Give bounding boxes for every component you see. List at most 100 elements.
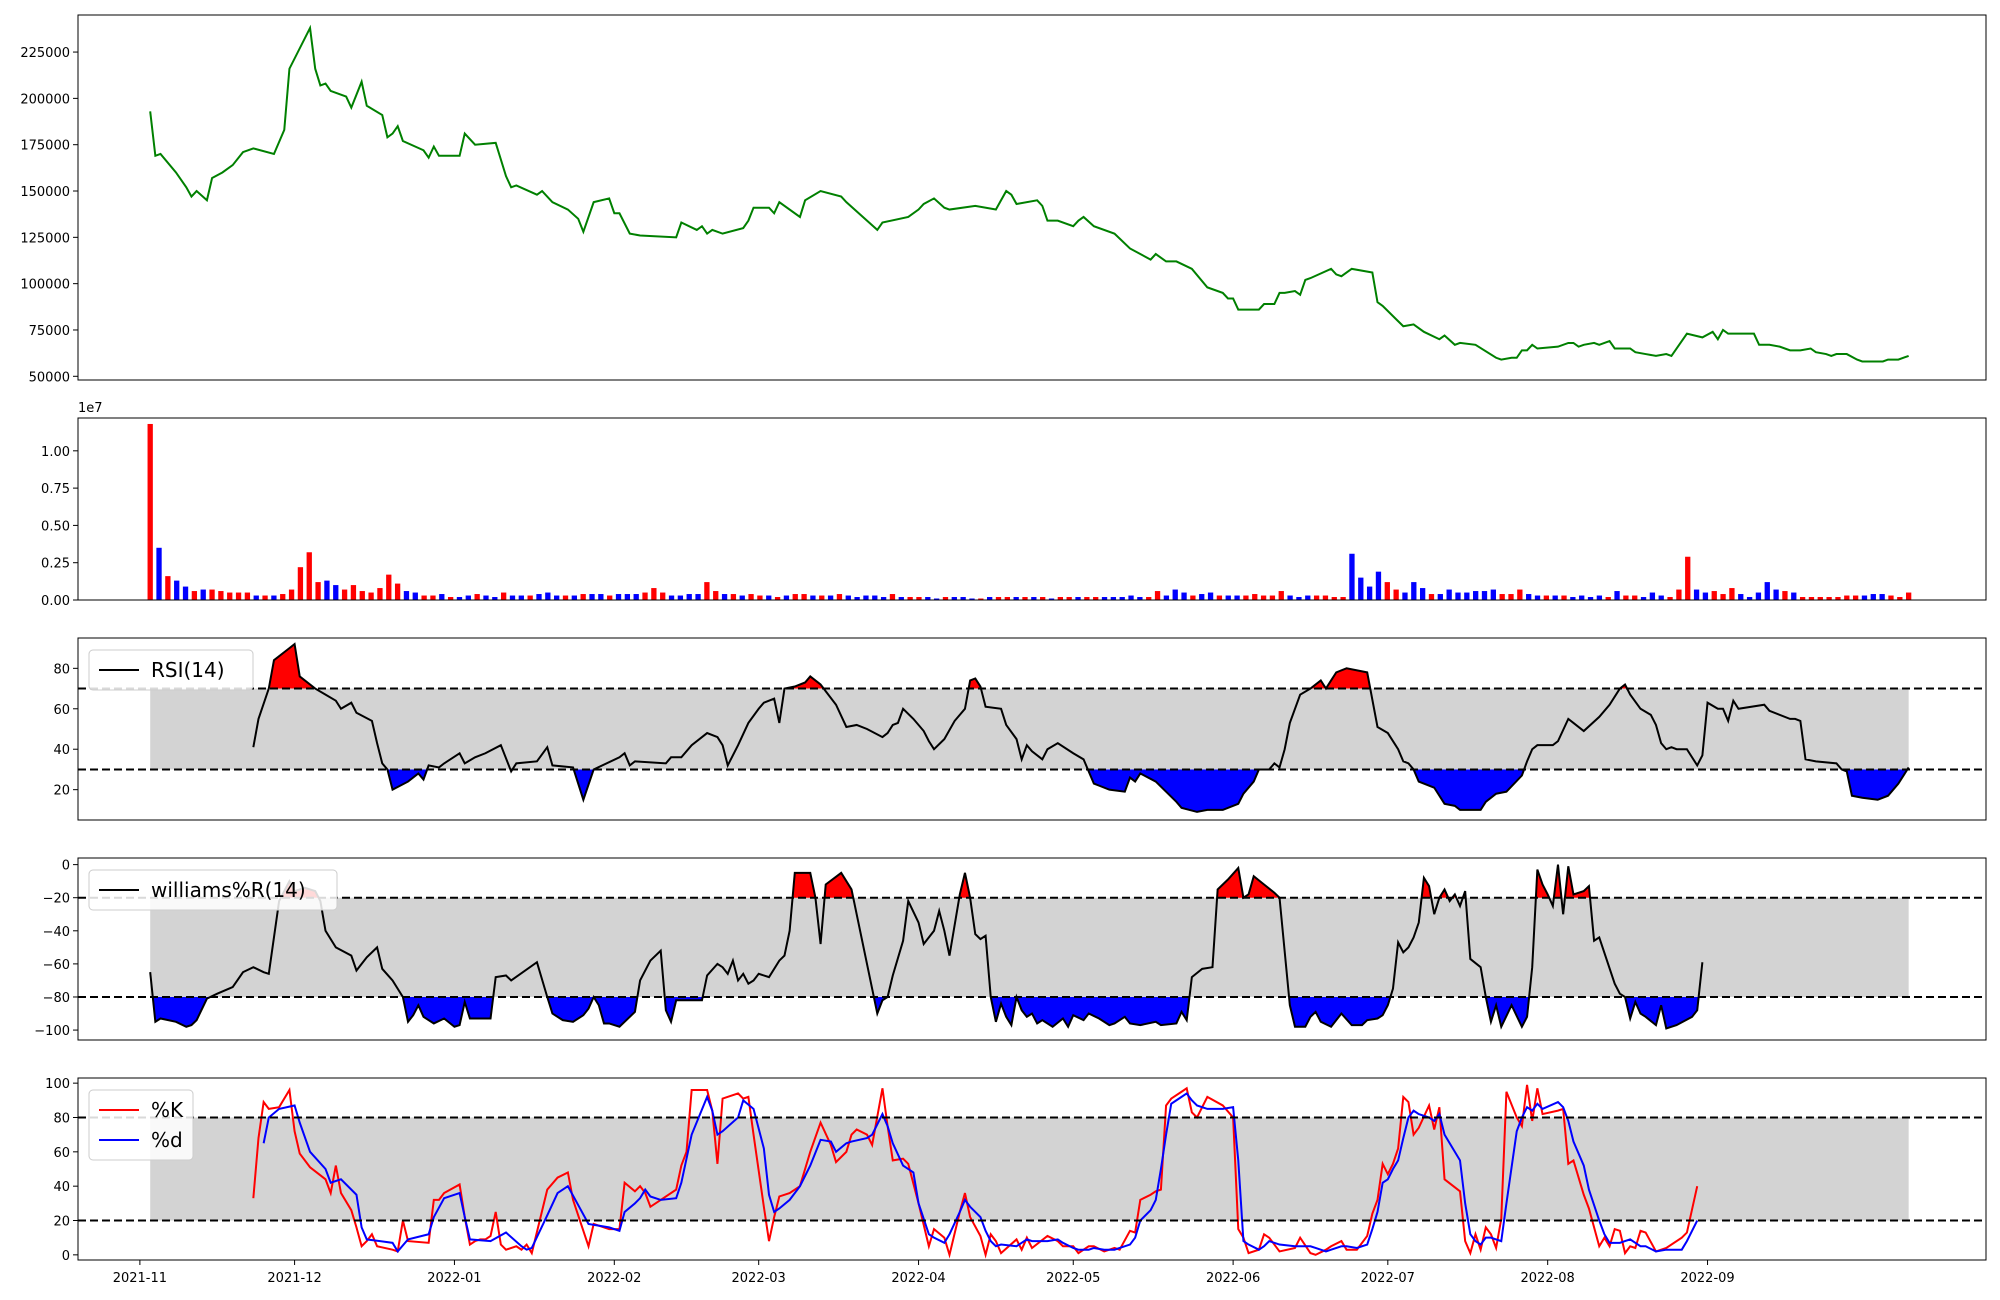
volume-bar bbox=[995, 597, 1002, 600]
volume-bar bbox=[1693, 589, 1700, 600]
volume-bar bbox=[1084, 597, 1090, 600]
stochastic-legend-label: %d bbox=[151, 1128, 183, 1152]
stochastic-d-line bbox=[262, 1092, 1699, 1254]
volume-bar bbox=[1720, 594, 1726, 600]
volume-bar bbox=[969, 598, 975, 600]
volume-bar bbox=[297, 567, 304, 600]
x-tick-label: 2021-12 bbox=[267, 1271, 321, 1286]
x-tick-label: 2022-05 bbox=[1046, 1271, 1100, 1286]
volume-bar bbox=[677, 595, 684, 600]
volume-bar bbox=[333, 585, 339, 600]
volume-bar bbox=[386, 574, 392, 600]
x-tick-label: 2022-06 bbox=[1206, 1271, 1260, 1286]
volume-bar bbox=[1738, 594, 1744, 600]
williams-ytick-label: −80 bbox=[43, 991, 70, 1006]
rsi-ytick-label: 80 bbox=[53, 662, 70, 677]
volume-bar bbox=[1278, 591, 1284, 600]
stochastic-legend-box bbox=[88, 1089, 194, 1161]
price-ytick-label: 100000 bbox=[20, 278, 70, 293]
price-ytick-label: 225000 bbox=[20, 46, 70, 61]
stochastic-ytick-label: 100 bbox=[45, 1077, 70, 1092]
stochastic-axes-frame bbox=[77, 1077, 1987, 1261]
volume-bar bbox=[1181, 592, 1187, 600]
volume-bar bbox=[624, 594, 631, 600]
volume-bar bbox=[1817, 597, 1823, 600]
williams-ytick-label: −20 bbox=[43, 892, 70, 907]
volume-bar bbox=[1384, 582, 1390, 600]
x-tick-label: 2022-07 bbox=[1361, 1271, 1415, 1286]
volume-bar bbox=[987, 597, 993, 600]
volume-bar bbox=[1066, 597, 1072, 600]
volume-bar bbox=[1685, 556, 1691, 600]
volume-bar bbox=[580, 594, 586, 600]
volume-bar bbox=[156, 547, 162, 600]
volume-offset-label: 1e7 bbox=[78, 401, 103, 416]
volume-bar bbox=[854, 597, 860, 600]
williams-panel: 0 −20 −40 −60 −80 −100 williams%R(14) bbox=[34, 857, 1987, 1041]
volume-bar bbox=[147, 423, 153, 600]
x-tick-label: 2022-09 bbox=[1680, 1271, 1734, 1286]
stochastic-ytick-label: 0 bbox=[62, 1249, 70, 1264]
volume-bar bbox=[1437, 594, 1443, 600]
volume-bar bbox=[1048, 598, 1055, 600]
volume-bar bbox=[262, 595, 268, 600]
volume-bar bbox=[660, 592, 666, 600]
price-ytick-label: 150000 bbox=[20, 185, 70, 200]
volume-bar bbox=[1349, 553, 1355, 600]
williams-oversold-fill bbox=[1289, 996, 1391, 1027]
volume-bar bbox=[1340, 597, 1346, 600]
volume-bar bbox=[1667, 597, 1673, 600]
volume-bar bbox=[801, 594, 807, 600]
williams-legend-label: williams%R(14) bbox=[151, 878, 306, 902]
volume-bar bbox=[456, 597, 463, 600]
volume-bar bbox=[1499, 594, 1505, 600]
volume-bar bbox=[244, 592, 251, 600]
volume-bar bbox=[704, 582, 710, 600]
volume-bar bbox=[1393, 589, 1399, 600]
volume-bar bbox=[483, 595, 489, 600]
volume-ytick-label: 0.25 bbox=[41, 557, 70, 572]
volume-bar bbox=[518, 595, 524, 600]
volume-bar bbox=[174, 580, 180, 600]
volume-bar bbox=[359, 591, 365, 600]
volume-bar bbox=[916, 597, 922, 600]
volume-bar bbox=[1561, 595, 1567, 600]
volume-bar bbox=[1614, 591, 1620, 600]
volume-bar bbox=[341, 589, 348, 600]
volume-bar bbox=[880, 597, 887, 600]
volume-bar bbox=[1905, 592, 1912, 600]
volume-bar bbox=[1508, 594, 1514, 600]
volume-bar bbox=[1146, 597, 1152, 600]
volume-bar bbox=[713, 591, 719, 600]
volume-ytick-label: 0.75 bbox=[41, 482, 70, 497]
volume-bar bbox=[1835, 597, 1841, 600]
volume-bar bbox=[757, 595, 763, 600]
volume-bar bbox=[607, 595, 613, 600]
rsi-legend-box bbox=[88, 649, 254, 691]
volume-bar bbox=[1163, 595, 1170, 600]
volume-bar bbox=[739, 595, 745, 600]
volume-bar bbox=[1128, 595, 1134, 600]
price-ytick-label: 200000 bbox=[20, 92, 70, 107]
volume-bar bbox=[377, 588, 383, 600]
williams-oversold-fill bbox=[664, 996, 703, 1022]
volume-bar bbox=[324, 580, 330, 600]
stochastic-ytick-label: 80 bbox=[53, 1111, 70, 1126]
volume-bar bbox=[1861, 595, 1868, 600]
williams-ytick-label: −40 bbox=[43, 925, 70, 940]
volume-bar bbox=[1888, 595, 1894, 600]
volume-bar bbox=[933, 598, 940, 600]
volume-bar bbox=[1844, 595, 1850, 600]
volume-bar bbox=[942, 597, 949, 600]
volume-bar bbox=[1419, 588, 1426, 600]
volume-bar bbox=[748, 594, 754, 600]
volume-bar bbox=[1782, 591, 1788, 600]
williams-axes-frame bbox=[77, 857, 1987, 1041]
williams-ytick-label: −60 bbox=[43, 958, 70, 973]
stochastic-legend-label: %K bbox=[151, 1098, 184, 1122]
volume-bar bbox=[1199, 594, 1205, 600]
volume-bar bbox=[1119, 597, 1125, 600]
volume-bar bbox=[1676, 589, 1682, 600]
williams-overbought-fill bbox=[792, 872, 816, 898]
volume-bar bbox=[271, 595, 277, 600]
